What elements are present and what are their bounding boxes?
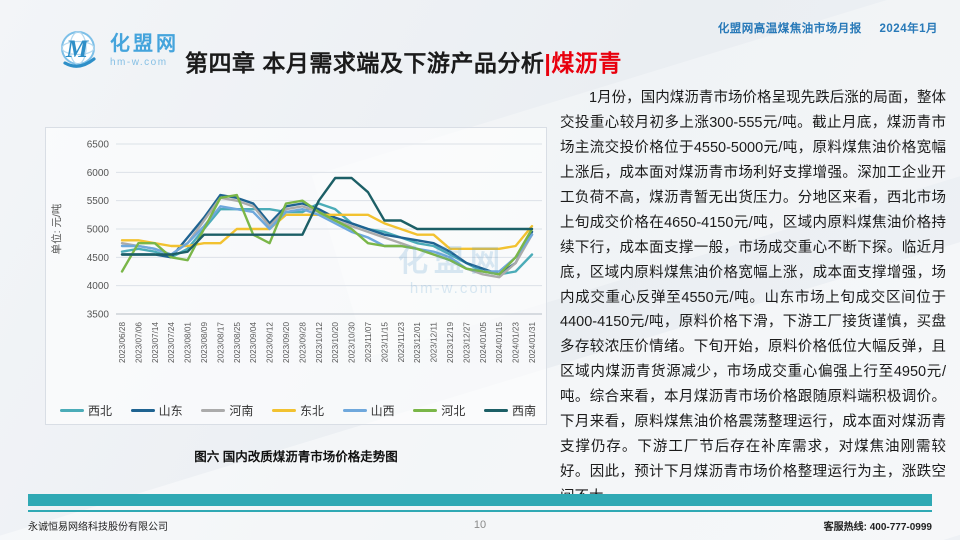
legend-label: 西北 (88, 404, 113, 418)
svg-text:2023/07/14: 2023/07/14 (151, 322, 160, 363)
svg-text:2023/12/11: 2023/12/11 (430, 322, 439, 363)
legend-item-东北: 东北 (271, 402, 324, 419)
legend-label: 河北 (441, 404, 466, 418)
logo-text: 化盟网 hm-w.com (110, 34, 179, 68)
svg-text:2023/09/20: 2023/09/20 (282, 322, 291, 363)
svg-text:2023/07/06: 2023/07/06 (134, 322, 143, 363)
page-title: 第四章 本月需求端及下游产品分析|煤沥青 (185, 44, 622, 78)
legend-swatch (130, 408, 155, 413)
logo-brand-name: 化盟网 (110, 33, 179, 55)
legend-item-河南: 河南 (201, 402, 253, 419)
svg-text:2023/11/15: 2023/11/15 (380, 322, 389, 363)
legend-swatch (271, 408, 296, 413)
legend-label: 西南 (511, 404, 536, 418)
svg-text:单位: 元/吨: 单位: 元/吨 (50, 203, 63, 254)
legend-label: 山西 (370, 404, 395, 418)
svg-text:2024/01/23: 2024/01/23 (512, 322, 521, 363)
svg-text:2024/01/05: 2024/01/05 (479, 322, 488, 363)
svg-text:2023/08/17: 2023/08/17 (216, 322, 225, 363)
analysis-paragraph: 1月份，国内煤沥青市场价格呈现先跌后涨的局面，整体交投重心较月初多上涨300-5… (560, 90, 946, 505)
legend-item-山东: 山东 (130, 402, 183, 419)
svg-text:2023/12/01: 2023/12/01 (413, 322, 422, 363)
legend-label: 东北 (299, 404, 324, 418)
logo-domain: hm-w.com (110, 57, 168, 68)
chart-caption: 图六 国内改质煤沥青市场价格走势图 (194, 450, 398, 464)
legend-swatch (483, 408, 508, 413)
footer: 永诚恒易网络科技股份有限公司 10 客服热线: 400-777-0999 (28, 515, 932, 535)
price-trend-chart-card: 化盟网 hm-w.com 3500 4000 4500 5000 5500 6000 650… (45, 127, 547, 425)
svg-text:2023/08/09: 2023/08/09 (200, 322, 209, 363)
legend-swatch (201, 408, 226, 413)
svg-text:2023/09/28: 2023/09/28 (298, 322, 307, 363)
report-header-tag: 化盟网高温煤焦油市场月报 2024年1月 (718, 20, 938, 36)
svg-text:2023/06/28: 2023/06/28 (118, 322, 127, 363)
legend-item-西南: 西南 (483, 402, 536, 419)
svg-text:2023/10/30: 2023/10/30 (348, 322, 357, 363)
legend-swatch (413, 408, 438, 413)
svg-text:2024/01/31: 2024/01/31 (528, 322, 537, 363)
footer-accent-bar (28, 494, 932, 506)
price-chart-svg: 3500 4000 4500 5000 5500 6000 6500 2023/06/28 20… (50, 140, 542, 363)
legend-item-山西: 山西 (342, 402, 395, 419)
svg-text:2023/10/12: 2023/10/12 (315, 322, 324, 363)
svg-text:M: M (65, 36, 89, 63)
svg-text:2023/11/23: 2023/11/23 (397, 322, 406, 363)
svg-text:5000: 5000 (87, 225, 110, 236)
svg-text:6500: 6500 (87, 140, 110, 151)
legend-item-西北: 西北 (60, 402, 112, 419)
svg-text:2023/12/27: 2023/12/27 (462, 322, 471, 363)
svg-text:2023/09/04: 2023/09/04 (249, 322, 258, 363)
svg-text:2023/11/07: 2023/11/07 (364, 322, 373, 363)
footer-accent-line (28, 510, 932, 512)
svg-text:2023/12/19: 2023/12/19 (446, 322, 455, 363)
legend-item-河北: 河北 (413, 402, 465, 419)
svg-text:4000: 4000 (87, 281, 110, 292)
legend-label: 山东 (158, 404, 183, 418)
svg-text:6000: 6000 (87, 168, 110, 179)
svg-text:2023/08/01: 2023/08/01 (184, 322, 193, 363)
page-title-black: 第四章 本月需求端及下游产品分析 (185, 50, 545, 76)
footer-company: 永诚恒易网络科技股份有限公司 (28, 521, 168, 533)
svg-text:2024/01/15: 2024/01/15 (495, 322, 504, 363)
footer-page-number: 10 (473, 519, 487, 531)
svg-text:2023/08/25: 2023/08/25 (233, 322, 242, 363)
legend-swatch (60, 408, 84, 413)
svg-text:2023/07/24: 2023/07/24 (167, 322, 176, 363)
globe-m-logo-icon: M (61, 31, 96, 68)
hm-logo: M 化盟网 hm-w.com (56, 28, 179, 74)
legend-label: 河南 (229, 404, 254, 418)
report-period: 2024年1月 (879, 23, 938, 35)
svg-text:2023/10/20: 2023/10/20 (331, 322, 340, 363)
svg-text:5500: 5500 (87, 196, 110, 207)
svg-text:4500: 4500 (87, 253, 110, 264)
svg-text:2023/09/12: 2023/09/12 (266, 322, 275, 363)
legend-swatch (342, 408, 367, 413)
chart-legend: 西北 山东 河南 东北 山西 河北 西南 (60, 402, 536, 419)
svg-text:3500: 3500 (87, 310, 110, 321)
analysis-article: 1月份，国内煤沥青市场价格呈现先跌后涨的局面，整体交投重心较月初多上涨300-5… (560, 86, 946, 510)
footer-hotline: 客服热线: 400-777-0999 (823, 521, 932, 533)
page-title-red: |煤沥青 (544, 50, 622, 76)
report-name: 化盟网高温煤焦油市场月报 (717, 23, 862, 35)
